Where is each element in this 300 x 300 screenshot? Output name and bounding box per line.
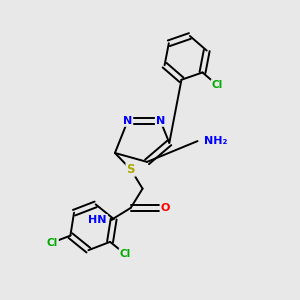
Text: NH₂: NH₂ xyxy=(204,136,227,146)
Text: Cl: Cl xyxy=(119,249,131,259)
Text: N: N xyxy=(156,116,165,126)
Text: O: O xyxy=(161,203,170,213)
Text: N: N xyxy=(123,116,132,126)
Text: S: S xyxy=(126,163,135,176)
Text: HN: HN xyxy=(88,215,107,225)
Text: Cl: Cl xyxy=(47,238,58,248)
Text: Cl: Cl xyxy=(212,80,223,90)
